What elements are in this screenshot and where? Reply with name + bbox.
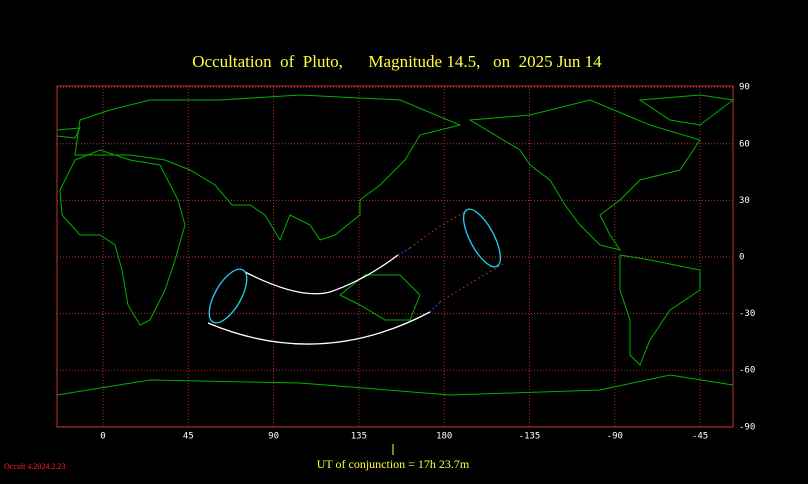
map-title: Occultation of Pluto, Magnitude 14.5, on… xyxy=(192,52,602,71)
x-tick-label: 0 xyxy=(100,432,105,442)
conjunction-label: UT of conjunction = 17h 23.7m xyxy=(317,457,470,471)
y-tick-label: -30 xyxy=(739,309,755,319)
x-tick-label: -90 xyxy=(607,432,623,442)
version-label: Occult 4.2024.2.23 xyxy=(4,462,65,471)
y-tick-label: -60 xyxy=(739,366,755,376)
coastlines xyxy=(56,94,735,396)
y-tick-label: 90 xyxy=(739,83,750,93)
x-tick-label: 90 xyxy=(268,432,279,442)
x-tick-label: 135 xyxy=(351,432,367,442)
y-tick-label: -90 xyxy=(739,422,755,432)
y-tick-label: 30 xyxy=(739,196,750,206)
x-tick-label: -135 xyxy=(519,432,541,442)
x-tick-label: 45 xyxy=(183,432,194,442)
x-tick-label: 180 xyxy=(436,432,452,442)
x-tick-label: -45 xyxy=(692,432,708,442)
y-tick-label: 60 xyxy=(739,139,750,149)
y-tick-label: 0 xyxy=(739,253,744,263)
occultation-path xyxy=(207,208,506,345)
